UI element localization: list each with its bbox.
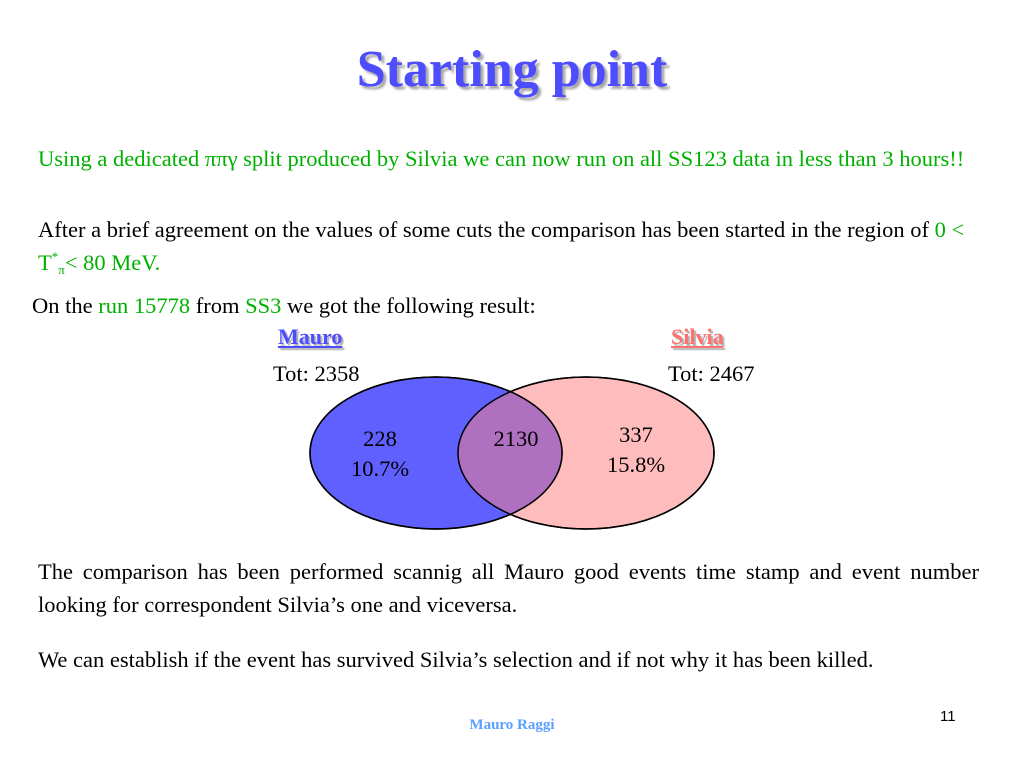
mauro-only-percent: 10.7% (350, 456, 410, 481)
superstream-name: SS3 (245, 293, 282, 318)
mauro-label: Mauro (278, 324, 343, 349)
overlap-region (458, 377, 562, 529)
intro-paragraph: Using a dedicated ππγ split produced by … (38, 142, 988, 175)
run-text-3: we got the following result: (281, 293, 536, 318)
silvia-only-count: 337 (619, 422, 653, 447)
mauro-only-count: 228 (363, 426, 397, 451)
intro-text-end: split produced by Silvia we can now run … (237, 146, 965, 171)
mauro-ellipse-outline (309, 376, 563, 530)
comparison-paragraph: The comparison has been performed scanni… (38, 559, 979, 617)
mauro-only-value: 228 10.7% (330, 424, 430, 484)
intro-text-start: Using a dedicated (38, 146, 205, 171)
pi-gamma-text: πγ (216, 146, 238, 171)
range-end: < 80 MeV. (64, 250, 161, 275)
agreement-text: After a brief agreement on the values of… (38, 217, 935, 242)
silvia-only-percent: 15.8% (606, 452, 666, 477)
pi-pi-gamma-symbol: ππγ (204, 146, 238, 171)
mauro-total: Tot: 2358 (273, 361, 360, 386)
silvia-label: Silvia (671, 324, 724, 349)
intersection-count: 2130 (493, 426, 539, 451)
agreement-paragraph: After a brief agreement on the values of… (38, 213, 993, 279)
run-number: run 15778 (98, 293, 191, 318)
slide-title: Starting point (356, 41, 668, 98)
range-superscript: * (51, 249, 59, 264)
footer-author: Mauro Raggi (469, 717, 555, 733)
silvia-only-value: 337 15.8% (586, 420, 686, 480)
slide-number: 11 (940, 708, 956, 725)
silvia-total: Tot: 2467 (668, 361, 755, 386)
silvia-ellipse-outline (457, 376, 715, 530)
range-start: 0 < T (38, 217, 965, 275)
run-text-1: On the (32, 293, 99, 318)
range-subscript: π (58, 262, 65, 277)
selection-paragraph: We can establish if the event has surviv… (38, 647, 874, 672)
run-paragraph: On the run 15778 from SS3 we got the fol… (32, 289, 932, 322)
energy-range: 0 < T*π< 80 MeV. (38, 217, 965, 277)
run-text-2: from (190, 293, 246, 318)
intersection-value: 2130 (466, 424, 566, 454)
